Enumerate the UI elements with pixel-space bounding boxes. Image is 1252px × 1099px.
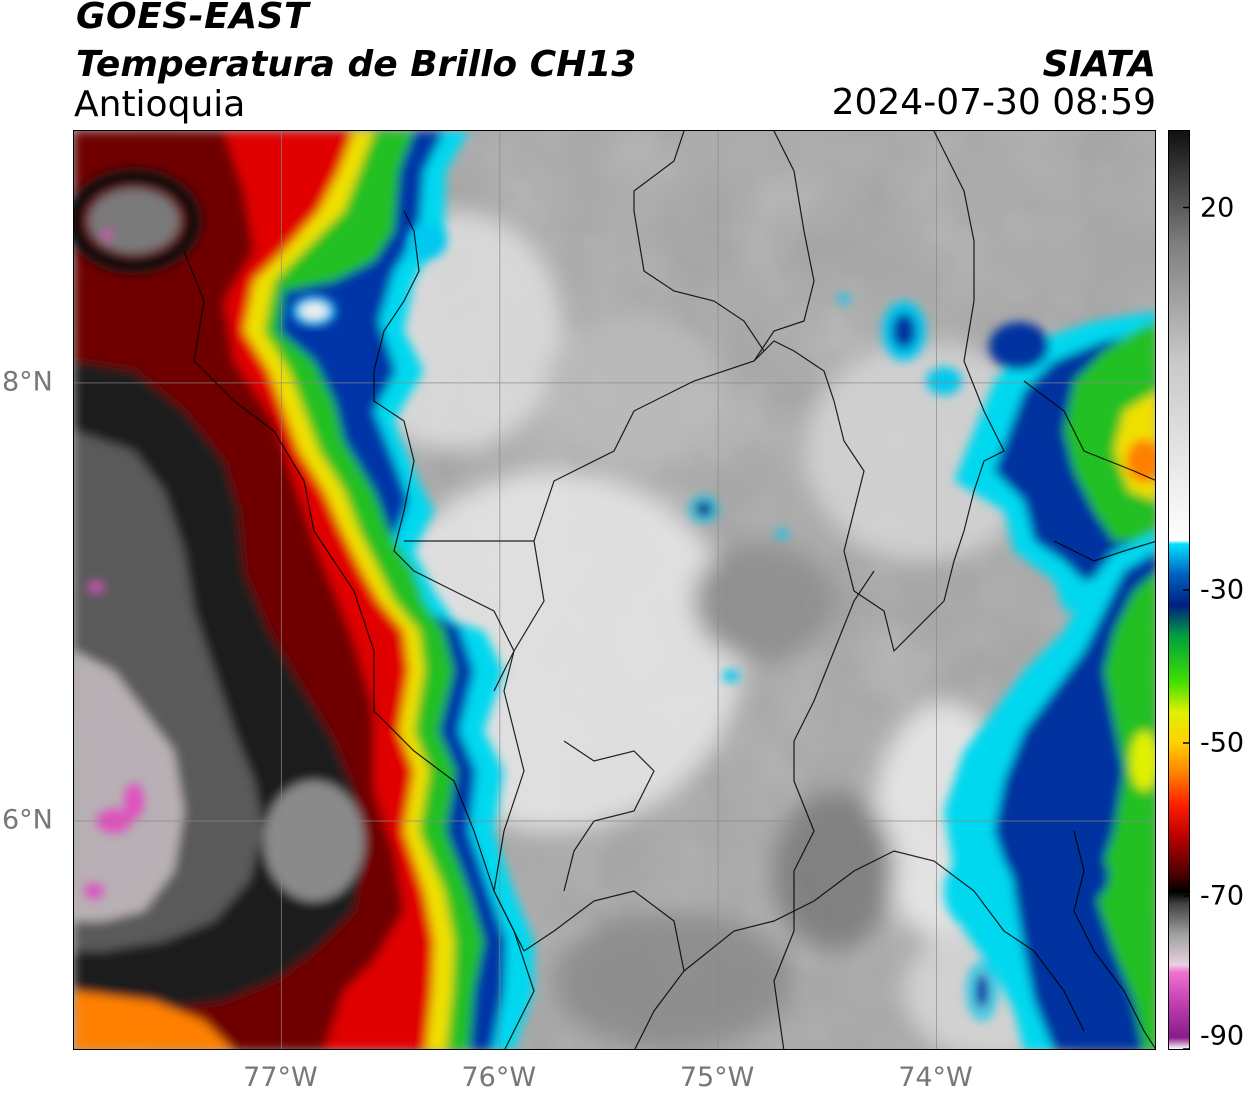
isolated-cell-blue bbox=[696, 502, 712, 516]
department-boundary bbox=[773, 570, 875, 1049]
longitude-tick-label: 76°W bbox=[461, 1062, 537, 1093]
department-boundary bbox=[683, 850, 1085, 1032]
colorbar-tick-label: -50 bbox=[1200, 727, 1245, 759]
isolated-cell-cyan bbox=[407, 223, 447, 259]
colorbar bbox=[1168, 130, 1190, 1050]
latitude-tick-label: 8°N bbox=[2, 366, 53, 398]
east-cloud-orange bbox=[1126, 439, 1155, 483]
isolated-cell-cyan bbox=[722, 670, 740, 682]
longitude-tick-label: 74°W bbox=[898, 1062, 973, 1093]
department-boundary bbox=[493, 540, 545, 692]
satellite-map[interactable] bbox=[73, 130, 1156, 1050]
product-title: Temperatura de Brillo CH13 bbox=[76, 44, 637, 85]
cold-cloud-gray-cell bbox=[264, 781, 364, 901]
department-boundary bbox=[404, 340, 955, 653]
dark-land-patch bbox=[554, 911, 794, 1049]
political-boundaries bbox=[183, 131, 1155, 1049]
colorbar-tick-label: -30 bbox=[1200, 574, 1245, 606]
department-boundary bbox=[523, 900, 595, 952]
light-cloud-patch bbox=[804, 341, 1044, 561]
department-boundary bbox=[1023, 380, 1155, 481]
east-cloud-yellow-cell bbox=[1130, 731, 1155, 791]
department-boundary bbox=[633, 210, 765, 352]
coastline bbox=[373, 210, 535, 1049]
coastline bbox=[183, 250, 525, 952]
orange-warm-edge bbox=[74, 991, 232, 1049]
department-boundary bbox=[1053, 540, 1155, 562]
overshooting-top-pink bbox=[84, 883, 104, 899]
cold-cloud-gray-cell bbox=[89, 189, 179, 253]
east-cloud-blue-cell bbox=[989, 322, 1049, 370]
isolated-cell-cyan bbox=[689, 496, 719, 522]
colorbar-tick-label: -70 bbox=[1200, 880, 1245, 912]
datetime-label: 2024-07-30 08:59 bbox=[831, 82, 1156, 123]
colorbar-tick-label: 20 bbox=[1200, 192, 1235, 223]
east-cloud-blue-cell bbox=[976, 973, 988, 1009]
colorbar-tick-label: -90 bbox=[1200, 1020, 1245, 1052]
cold-cloud-black-ring bbox=[74, 167, 203, 275]
latitude-tick-label: 6°N bbox=[2, 804, 53, 836]
graticule bbox=[74, 131, 1155, 1049]
department-boundary bbox=[593, 890, 685, 1049]
overshooting-top-pink bbox=[124, 783, 144, 819]
east-cloud-green bbox=[1094, 572, 1155, 1049]
white-eddy bbox=[300, 302, 328, 320]
dark-land-patch bbox=[694, 541, 834, 661]
isolated-cell-cyan bbox=[838, 294, 850, 304]
satellite-title: GOES-EAST bbox=[76, 0, 310, 37]
east-cloud-blue-cell bbox=[1039, 846, 1109, 906]
east-cloud-cyan-cell bbox=[944, 851, 1014, 931]
isolated-cell-cyan bbox=[776, 529, 788, 539]
east-cloud-blue-cell bbox=[892, 313, 916, 349]
overshooting-top-pink bbox=[88, 581, 104, 593]
department-boundary bbox=[753, 131, 815, 362]
region-label: Antioquia bbox=[74, 84, 246, 125]
organization-label: SIATA bbox=[1042, 44, 1156, 85]
dark-land-patch bbox=[774, 791, 894, 951]
department-boundary bbox=[1073, 830, 1155, 1049]
colorbar-gradient bbox=[1169, 131, 1189, 1049]
east-cloud-cyan-cell bbox=[926, 367, 962, 395]
department-boundary bbox=[633, 131, 685, 211]
longitude-tick-label: 77°W bbox=[243, 1062, 318, 1093]
department-boundary bbox=[563, 740, 655, 892]
light-cloud-patch bbox=[544, 311, 724, 471]
overshooting-top-pink bbox=[102, 229, 112, 241]
longitude-tick-label: 75°W bbox=[679, 1062, 755, 1093]
east-cloud-cyan-cell bbox=[967, 962, 997, 1020]
department-boundary bbox=[933, 131, 1005, 562]
